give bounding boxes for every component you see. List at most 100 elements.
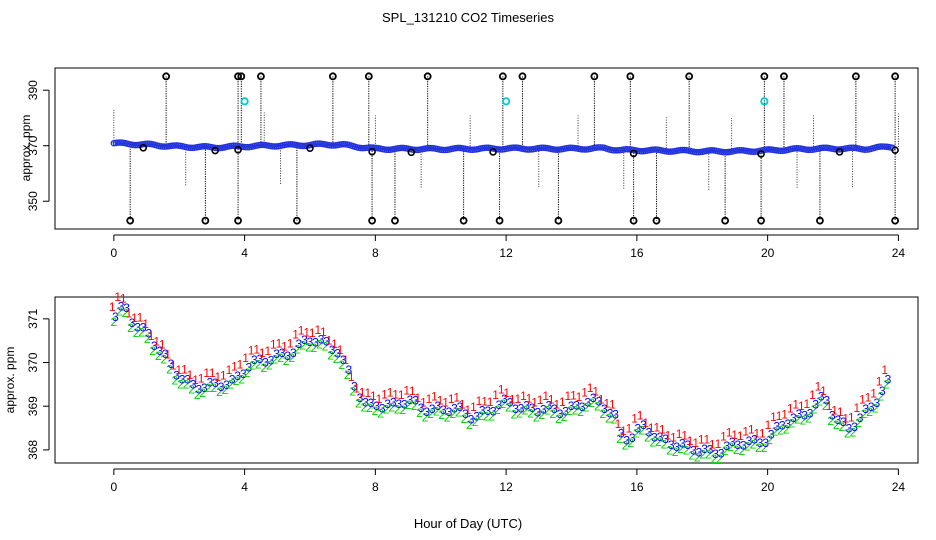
bottom-series-1-point: 1	[659, 423, 666, 437]
bottom-series-3-point: 3	[796, 407, 803, 421]
bottom-series-3-point: 3	[145, 327, 152, 341]
bottom-series-2-point: 2	[527, 406, 534, 420]
bottom-series-1-point: 1	[220, 368, 227, 382]
y-tick-label: 350	[26, 191, 40, 211]
bottom-series-1-point: 1	[709, 437, 716, 451]
bottom-series-3-point: 3	[473, 410, 480, 424]
bottom-series-1-point: 1	[492, 388, 499, 402]
bottom-series-1-point: 1	[276, 336, 283, 350]
bottom-series-1-point: 1	[415, 391, 422, 405]
bottom-series-3-point: 3	[123, 301, 130, 315]
bottom-series-1-point: 1	[326, 334, 333, 348]
bottom-series-3-point: 3	[840, 415, 847, 429]
bottom-series-2-point: 2	[222, 383, 229, 397]
bottom-series-3-point: 3	[718, 447, 725, 461]
top-data-point	[328, 142, 335, 149]
top-data-point	[440, 146, 447, 154]
top-outlier-low-point	[652, 216, 661, 225]
bottom-series-1-point: 1	[403, 383, 410, 397]
bottom-series-3-point: 3	[768, 428, 775, 442]
top-outlier-low-point	[891, 216, 900, 225]
bottom-series-1-point: 1	[670, 430, 677, 444]
bottom-series-3-point: 3	[679, 437, 686, 451]
bottom-series-1-point: 1	[159, 338, 166, 352]
bottom-series-3-point: 3	[457, 400, 464, 414]
bottom-series-3-point: 3	[596, 394, 603, 408]
bottom-series-2-point: 2	[866, 405, 873, 419]
bottom-series-3-point: 3	[546, 398, 553, 412]
bottom-series-3-point: 3	[862, 402, 869, 416]
bottom-series-1-point: 1	[798, 399, 805, 413]
bottom-series-3-point: 3	[496, 398, 503, 412]
bottom-series-3-point: 3	[562, 405, 569, 419]
chart-title: SPL_131210 CO2 Timeseries	[382, 10, 554, 25]
bottom-series-1-point: 1	[198, 371, 205, 385]
bottom-series-1-point: 1	[859, 392, 866, 406]
bottom-series-1-point: 1	[170, 359, 177, 373]
bottom-series-2-point: 2	[788, 416, 795, 430]
bottom-series-3-point: 3	[157, 344, 164, 358]
bottom-series-2-point: 2	[672, 445, 679, 459]
x-tick-label: 24	[892, 246, 906, 260]
bottom-series-3-point: 3	[284, 349, 291, 363]
bottom-series-3-point: 3	[168, 357, 175, 371]
bottom-series-3-point: 3	[835, 413, 842, 427]
bottom-series-1-point: 1	[465, 403, 472, 417]
bottom-series-2-point: 2	[683, 443, 690, 457]
bottom-series-3-point: 3	[690, 443, 697, 457]
bottom-series-3-point: 3	[846, 421, 853, 435]
bottom-series-3-point: 3	[785, 417, 792, 431]
bottom-series-2-point: 2	[705, 448, 712, 462]
bottom-series-1-point: 1	[137, 311, 144, 325]
bottom-series-2-point: 2	[861, 407, 868, 421]
bottom-series-2-point: 2	[238, 372, 245, 386]
bottom-series-2-point: 2	[194, 388, 201, 402]
top-outlier-high-point	[364, 72, 373, 81]
bottom-series-3-point: 3	[673, 440, 680, 454]
bottom-series-3-point: 3	[590, 391, 597, 405]
bottom-series-1-point: 1	[748, 423, 755, 437]
bottom-series-2-point: 2	[205, 381, 212, 395]
bottom-series-3-point: 3	[685, 438, 692, 452]
bottom-series-1-point: 1	[770, 410, 777, 424]
bottom-series-2-point: 2	[855, 416, 862, 430]
bottom-series-3-point: 3	[234, 369, 241, 383]
bottom-series-3-point: 3	[773, 419, 780, 433]
bottom-series-1-point: 1	[376, 392, 383, 406]
bottom-series-2-point: 2	[650, 436, 657, 450]
bottom-series-2-point: 2	[110, 315, 117, 329]
bottom-series-2-point: 2	[622, 439, 629, 453]
bottom-series-3-point: 3	[823, 394, 830, 408]
bottom-series-2-point: 2	[761, 441, 768, 455]
bottom-series-3-point: 3	[429, 402, 436, 416]
bottom-series-3-point: 3	[873, 396, 880, 410]
bottom-series-3-point: 3	[723, 439, 730, 453]
bottom-series-3-point: 3	[523, 398, 530, 412]
bottom-series-1-point: 1	[592, 385, 599, 399]
y-tick-label: 369	[26, 396, 40, 416]
bottom-series-2-point: 2	[472, 415, 479, 429]
bottom-series-2-point: 2	[249, 358, 256, 372]
bottom-series-2-point: 2	[594, 400, 601, 414]
bottom-series-2-point: 2	[411, 399, 418, 413]
bottom-panel: 1231231231231231231231231231231231231231…	[3, 290, 919, 494]
bottom-series-1-point: 1	[314, 323, 321, 337]
bottom-series-3-point: 3	[651, 430, 658, 444]
bottom-plot-frame	[54, 296, 919, 464]
top-near-line-marker	[757, 150, 765, 158]
bottom-series-2-point: 2	[877, 389, 884, 403]
x-tick-label: 20	[761, 246, 775, 260]
bottom-series-2-point: 2	[633, 427, 640, 441]
bottom-series-3-point: 3	[312, 336, 319, 350]
top-near-line-marker	[407, 148, 416, 157]
bottom-series-3-point: 3	[618, 427, 625, 441]
top-outlier-high-point	[685, 72, 694, 81]
bottom-series-3-point: 3	[301, 333, 308, 347]
top-outlier-high-point	[760, 72, 769, 81]
top-outlier-high-point	[851, 72, 860, 81]
bottom-series-1-point: 1	[865, 390, 872, 404]
bottom-series-1-point: 1	[337, 343, 344, 357]
bottom-series-2-point: 2	[383, 402, 390, 416]
top-outlier-low-point	[554, 216, 563, 225]
bottom-series-2-point: 2	[294, 342, 301, 356]
